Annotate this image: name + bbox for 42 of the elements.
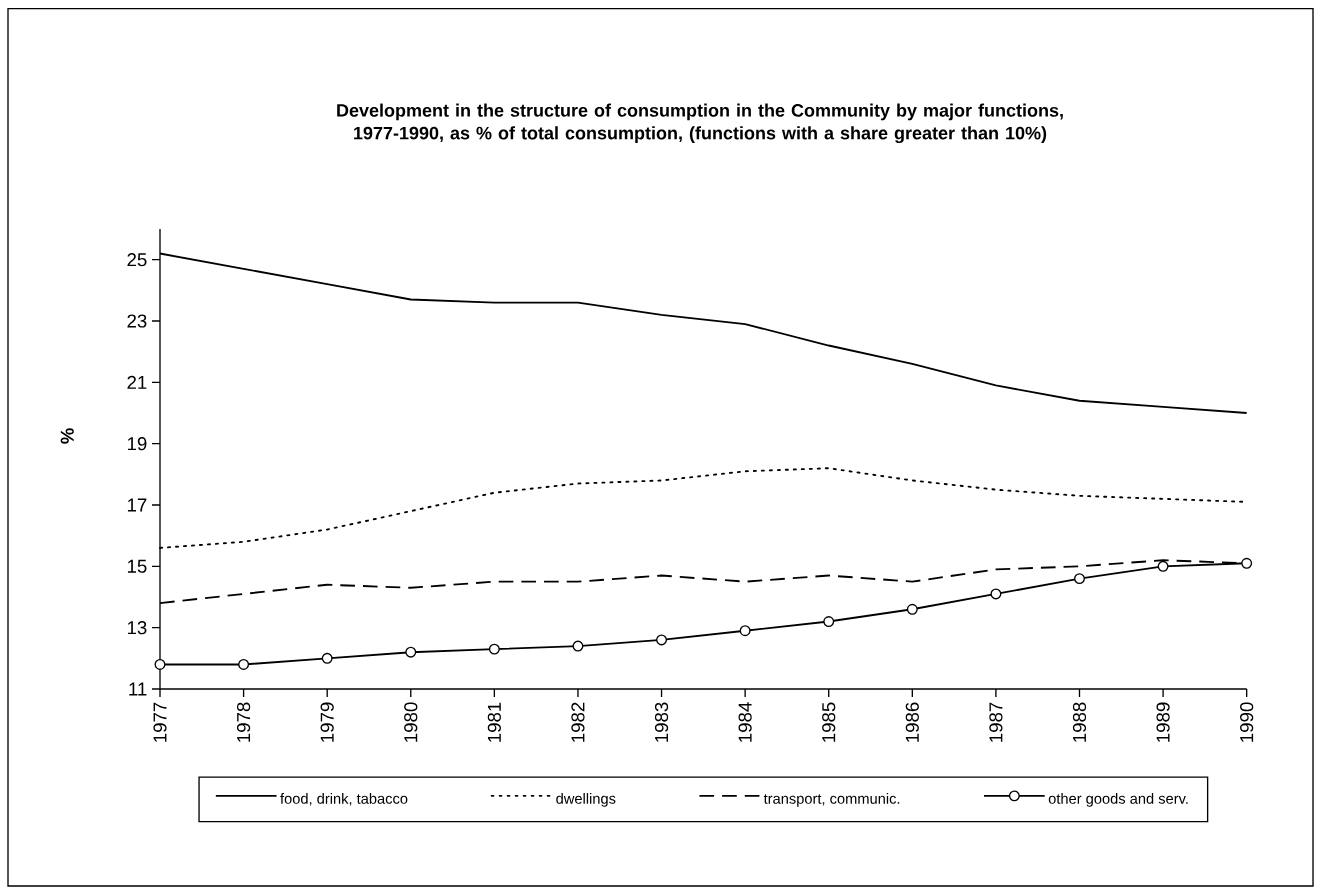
x-tick-label: 1981	[487, 702, 501, 742]
x-tick-label: 1984	[738, 702, 752, 742]
point	[1241, 557, 1253, 569]
x-tick-label: 1987	[989, 702, 1003, 742]
y-tick-label: 19	[127, 437, 147, 451]
x-tick-label: 1986	[905, 702, 919, 742]
point	[823, 616, 835, 628]
y-tick-label: 17	[127, 498, 147, 512]
y-tick-label: 13	[127, 621, 147, 635]
point	[1157, 560, 1169, 572]
point	[739, 625, 751, 637]
point	[238, 659, 250, 670]
y-tick-label: 15	[127, 559, 147, 573]
x-tick-label: 1978	[236, 702, 251, 742]
chart-title: Development in the structure of consumption in the Community by major functions, 1977-1990, as % of total consumption, (functions with a share greater than 10%)	[337, 103, 1063, 144]
x-tick-label: 1985	[822, 702, 836, 742]
point	[154, 659, 166, 670]
point	[572, 640, 584, 652]
point	[990, 588, 1002, 600]
legend-label: other goods and serv.	[1048, 793, 1188, 807]
x-tick-label: 1989	[1156, 702, 1170, 742]
point	[321, 652, 333, 664]
y-tick-label: 23	[127, 314, 147, 328]
x-tick-label: 1990	[1240, 702, 1254, 742]
y-tick-label: 11	[129, 682, 147, 696]
point	[1074, 573, 1085, 585]
x-tick-label: 1983	[654, 702, 669, 742]
y-tick-label: 21	[127, 375, 147, 389]
x-tick-label: 1982	[571, 702, 585, 742]
x-tick-label: 1979	[320, 702, 334, 742]
legend-label: dwellings	[556, 793, 616, 807]
y-tick-label: 25	[127, 253, 147, 267]
y-axis-title: %	[60, 428, 74, 444]
point	[488, 643, 500, 655]
point	[906, 603, 918, 615]
x-tick-label: 1977	[153, 702, 167, 742]
legend-label: food, drink, tabacco	[280, 793, 408, 806]
x-tick-label: 1988	[1072, 702, 1087, 742]
point	[656, 634, 668, 646]
point	[405, 646, 417, 658]
legend-label: transport, communic.	[763, 793, 900, 807]
x-tick-label: 1980	[404, 702, 418, 742]
